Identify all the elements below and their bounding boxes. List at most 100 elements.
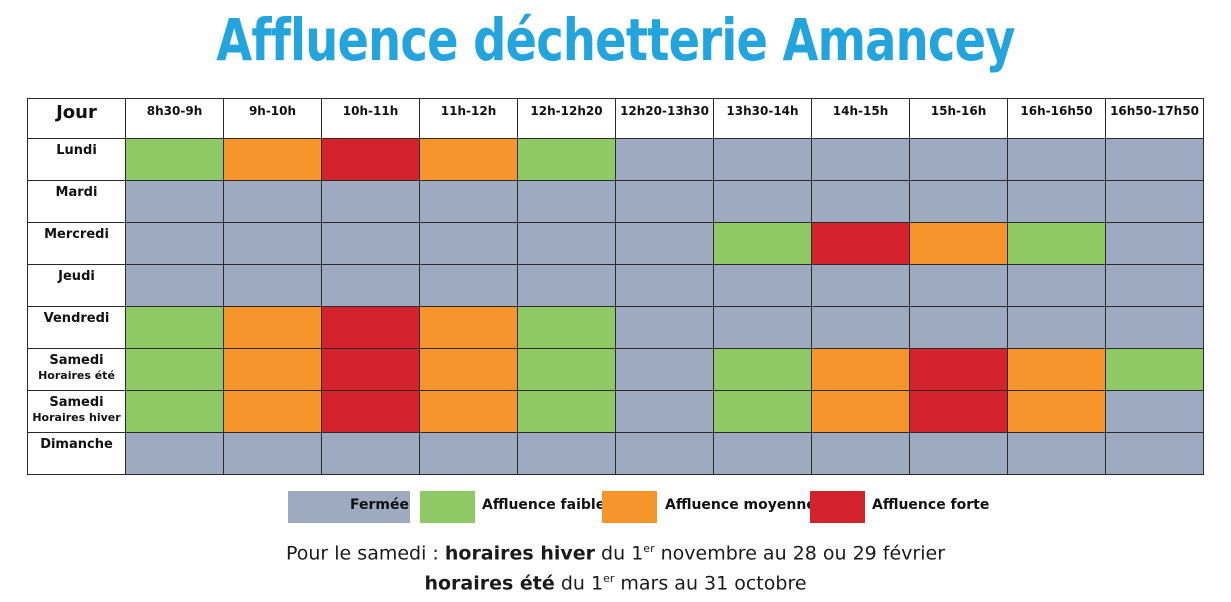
affluence-cell-fermee [419, 222, 518, 265]
affluence-cell-moyenne [419, 138, 518, 181]
affluence-cell-faible [1105, 348, 1204, 391]
affluence-cell-faible [713, 390, 812, 433]
table-row: Mercredi [27, 222, 1204, 265]
table-row: Dimanche [27, 432, 1204, 475]
affluence-cell-fermee [1105, 390, 1204, 433]
affluence-cell-fermee [811, 306, 910, 349]
affluence-cell-fermee [517, 222, 616, 265]
affluence-cell-fermee [1007, 138, 1106, 181]
day-name: Samedi [49, 395, 104, 410]
day-label: Dimanche [27, 432, 126, 475]
affluence-cell-fermee [321, 264, 420, 307]
affluence-cell-fermee [811, 264, 910, 307]
affluence-cell-moyenne [419, 306, 518, 349]
affluence-cell-fermee [1007, 180, 1106, 223]
note-line-1: Pour le samedi : horaires hiver du 1er n… [285, 542, 946, 565]
affluence-cell-forte [321, 348, 420, 391]
affluence-cell-fermee [1105, 432, 1204, 475]
affluence-cell-fermee [419, 432, 518, 475]
legend-label-faible: Affluence faible [482, 497, 606, 513]
header-slot: 14h-15h [811, 98, 910, 139]
header-row: Jour 8h30-9h 9h-10h 10h-11h 11h-12h 12h-… [27, 98, 1204, 139]
affluence-cell-fermee [713, 432, 812, 475]
affluence-cell-faible [125, 390, 224, 433]
header-slot: 13h30-14h [713, 98, 812, 139]
legend: Fermée Affluence faible Affluence moyenn… [0, 491, 1231, 525]
affluence-cell-fermee [811, 180, 910, 223]
affluence-cell-fermee [909, 432, 1008, 475]
day-name: Vendredi [43, 311, 110, 326]
affluence-cell-moyenne [223, 306, 322, 349]
affluence-cell-forte [321, 138, 420, 181]
affluence-cell-fermee [1105, 138, 1204, 181]
day-name: Samedi [49, 353, 104, 368]
table-row: Samedi Horaires été [27, 348, 1204, 391]
affluence-cell-fermee [125, 222, 224, 265]
header-slot: 8h30-9h [125, 98, 224, 139]
day-subtitle: Horaires été [38, 369, 115, 382]
page-title: Affluence déchetterie Amancey [216, 6, 1015, 74]
affluence-cell-fermee [1007, 432, 1106, 475]
header-slot: 9h-10h [223, 98, 322, 139]
legend-swatch-forte [810, 491, 865, 523]
day-name: Mardi [55, 185, 98, 200]
day-label: Vendredi [27, 306, 126, 349]
legend-swatch-faible [420, 491, 475, 523]
affluence-cell-faible [517, 306, 616, 349]
affluence-cell-moyenne [419, 390, 518, 433]
affluence-cell-fermee [1105, 180, 1204, 223]
schedule-body: Lundi Mardi Mercredi Jeudi Vendredi Samedi Hor… [27, 138, 1204, 475]
affluence-cell-fermee [125, 432, 224, 475]
affluence-cell-faible [125, 348, 224, 391]
legend-label-fermee: Fermée [350, 497, 409, 513]
affluence-cell-moyenne [1007, 348, 1106, 391]
affluence-cell-fermee [1007, 306, 1106, 349]
affluence-cell-faible [517, 138, 616, 181]
affluence-cell-fermee [615, 264, 714, 307]
day-subtitle: Horaires hiver [32, 411, 121, 424]
affluence-cell-faible [517, 348, 616, 391]
affluence-cell-faible [517, 390, 616, 433]
affluence-cell-faible [713, 222, 812, 265]
header-slot: 16h-16h50 [1007, 98, 1106, 139]
affluence-cell-forte [909, 348, 1008, 391]
affluence-cell-fermee [909, 180, 1008, 223]
legend-label-moyenne: Affluence moyenne [665, 497, 816, 513]
affluence-cell-fermee [713, 264, 812, 307]
table-row: Lundi [27, 138, 1204, 181]
affluence-cell-fermee [615, 180, 714, 223]
affluence-cell-fermee [517, 264, 616, 307]
affluence-cell-faible [125, 306, 224, 349]
affluence-cell-moyenne [419, 348, 518, 391]
affluence-cell-fermee [321, 222, 420, 265]
affluence-cell-forte [321, 390, 420, 433]
affluence-cell-fermee [419, 264, 518, 307]
day-label: Mardi [27, 180, 126, 223]
affluence-cell-moyenne [811, 348, 910, 391]
day-label: Lundi [27, 138, 126, 181]
table-row: Mardi [27, 180, 1204, 223]
table-row: Jeudi [27, 264, 1204, 307]
affluence-cell-fermee [811, 432, 910, 475]
affluence-cell-moyenne [223, 390, 322, 433]
affluence-cell-fermee [223, 264, 322, 307]
table-row: Vendredi [27, 306, 1204, 349]
affluence-cell-fermee [1105, 222, 1204, 265]
affluence-cell-fermee [713, 138, 812, 181]
header-slot: 11h-12h [419, 98, 518, 139]
affluence-cell-faible [125, 138, 224, 181]
legend-swatch-moyenne [602, 491, 657, 523]
affluence-cell-fermee [1007, 264, 1106, 307]
affluence-cell-fermee [615, 138, 714, 181]
header-slot: 12h-12h20 [517, 98, 616, 139]
affluence-cell-fermee [811, 138, 910, 181]
day-label: Samedi Horaires hiver [27, 390, 126, 433]
day-label: Mercredi [27, 222, 126, 265]
day-label: Samedi Horaires été [27, 348, 126, 391]
header-slot: 12h20-13h30 [615, 98, 714, 139]
affluence-cell-faible [713, 348, 812, 391]
affluence-cell-fermee [517, 180, 616, 223]
affluence-cell-fermee [615, 390, 714, 433]
day-label: Jeudi [27, 264, 126, 307]
affluence-cell-faible [1007, 222, 1106, 265]
